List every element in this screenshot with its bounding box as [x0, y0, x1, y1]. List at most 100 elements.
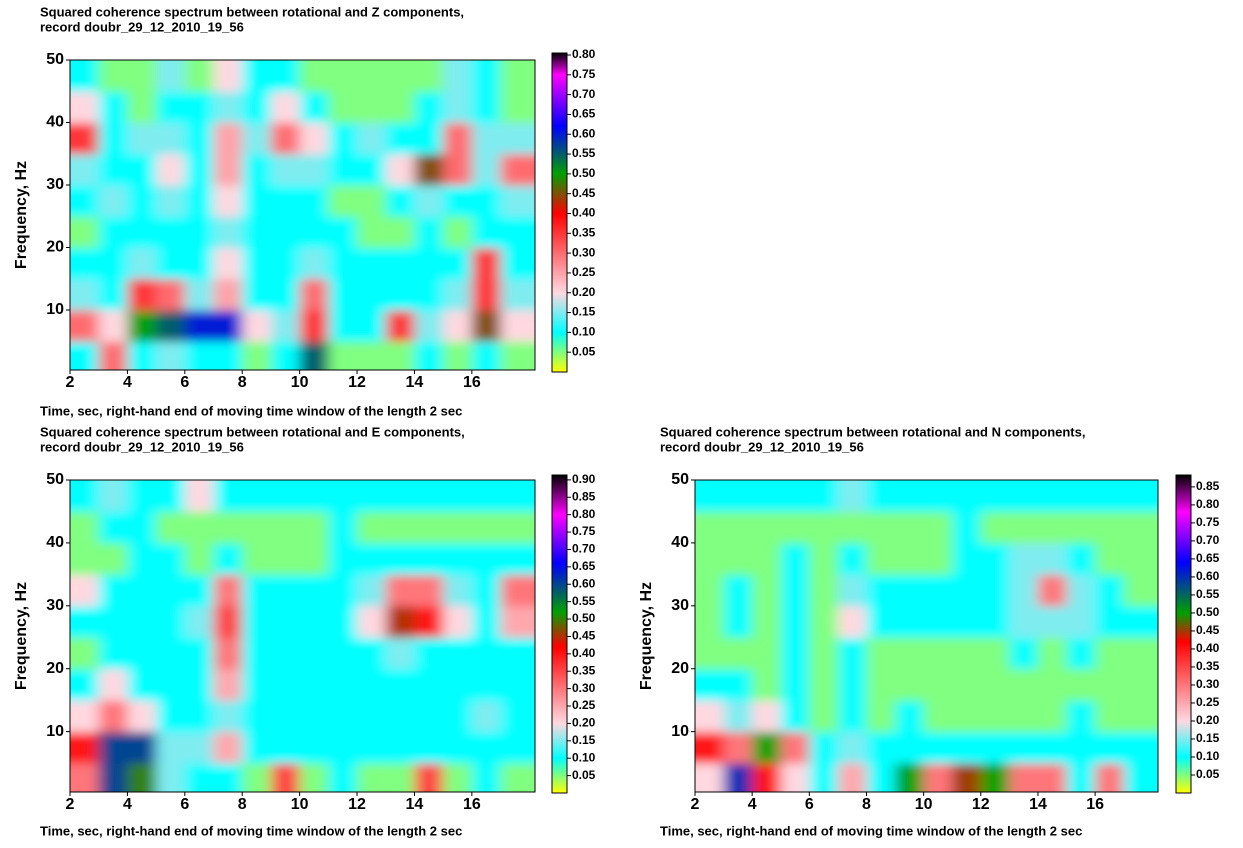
colorbar-tick-label: 0.35	[1196, 659, 1220, 673]
heatmap-cell	[981, 460, 1010, 512]
heatmap-cell	[214, 574, 243, 606]
heatmap-cell	[300, 216, 329, 248]
heatmap-cell	[895, 460, 924, 512]
chart-subtitle: record doubr_29_12_2010_19_56	[660, 439, 864, 454]
heatmap-cell	[214, 606, 243, 638]
x-tick-label: 2	[66, 374, 75, 391]
heatmap-cell	[414, 732, 443, 764]
x-tick-label: 10	[915, 796, 933, 813]
heatmap-cell	[924, 669, 953, 701]
heatmap-cell	[501, 248, 550, 280]
heatmap-cell	[242, 669, 271, 701]
heatmap-cell	[185, 279, 214, 311]
heatmap-cell	[781, 700, 810, 732]
colorbar-tick-label: 0.40	[572, 646, 596, 660]
heatmap-cell	[127, 91, 156, 123]
heatmap-cell	[1067, 637, 1096, 669]
heatmap-cell	[501, 40, 550, 92]
heatmap-cell	[127, 40, 156, 92]
heatmap-cell	[809, 543, 838, 575]
heatmap-cell	[242, 216, 271, 248]
heatmap-cell	[99, 732, 128, 764]
colorbar-tick-label: 0.25	[572, 265, 596, 279]
heatmap-cell	[156, 40, 185, 92]
x-tick-label: 2	[691, 796, 700, 813]
heatmap-cell	[127, 637, 156, 669]
heatmap-cell	[443, 606, 472, 638]
heatmap-cell	[185, 732, 214, 764]
heatmap-cell	[809, 732, 838, 764]
heatmap-cell	[99, 154, 128, 186]
colorbar-tick-label: 0.70	[572, 542, 596, 556]
heatmap-cell	[214, 637, 243, 669]
colorbar-tick-label: 0.45	[572, 186, 596, 200]
heatmap-cell	[952, 543, 981, 575]
heatmap-cell	[924, 732, 953, 764]
heatmap-cell	[781, 669, 810, 701]
heatmap-cell	[1067, 543, 1096, 575]
heatmap-cell	[414, 216, 443, 248]
heatmap-cell	[300, 279, 329, 311]
heatmap-cell	[185, 606, 214, 638]
heatmap-cell	[386, 511, 415, 543]
heatmap-cell	[127, 279, 156, 311]
colorbar	[552, 53, 567, 372]
heatmap-cell	[242, 574, 271, 606]
heatmap-cell	[386, 279, 415, 311]
x-tick-label: 12	[348, 374, 366, 391]
heatmap-cell	[981, 606, 1010, 638]
colorbar-tick-label: 0.60	[1196, 569, 1220, 583]
heatmap-cell	[781, 732, 810, 764]
heatmap-cell	[185, 310, 214, 342]
heatmap-cell	[99, 185, 128, 217]
heatmap-cell	[414, 460, 443, 512]
heatmap-cell	[386, 248, 415, 280]
heatmap-cell	[838, 606, 867, 638]
colorbar-tick-label: 0.85	[1196, 479, 1220, 493]
x-tick-label: 4	[748, 796, 757, 813]
heatmap-cell	[752, 460, 781, 512]
heatmap-cell	[300, 123, 329, 155]
x-tick-label: 10	[291, 374, 309, 391]
heatmap-cell	[501, 574, 550, 606]
heatmap-cell	[472, 669, 501, 701]
x-axis-label: Time, sec, right-hand end of moving time…	[40, 403, 462, 418]
heatmap-cell	[809, 606, 838, 638]
heatmap-cell	[357, 216, 386, 248]
heatmap-cell	[952, 700, 981, 732]
heatmap-cell	[866, 637, 895, 669]
heatmap-cell	[99, 669, 128, 701]
heatmap-cell	[185, 669, 214, 701]
heatmap-cell	[357, 732, 386, 764]
heatmap-cell	[242, 279, 271, 311]
heatmap-cell	[156, 574, 185, 606]
colorbar-tick-label: 0.35	[572, 225, 596, 239]
heatmap-cell	[156, 310, 185, 342]
heatmap-cell	[1038, 460, 1067, 512]
heatmap-cell	[386, 732, 415, 764]
heatmap-cell	[242, 40, 271, 92]
colorbar-tick-label: 0.20	[1196, 713, 1220, 727]
heatmap-cell	[752, 511, 781, 543]
heatmap-cell	[357, 279, 386, 311]
colorbar-tick-label: 0.60	[572, 126, 596, 140]
heatmap-cell	[838, 511, 867, 543]
heatmap-cell	[214, 91, 243, 123]
chart-title: Squared coherence spectrum between rotat…	[40, 4, 464, 19]
heatmap-cell	[242, 310, 271, 342]
x-tick-label: 8	[238, 796, 247, 813]
colorbar	[1176, 475, 1191, 793]
heatmap-cell	[443, 637, 472, 669]
heatmap-cell	[156, 279, 185, 311]
heatmap-cell	[414, 91, 443, 123]
heatmap-cell	[414, 606, 443, 638]
heatmap-cell	[242, 511, 271, 543]
heatmap-cell	[1038, 574, 1067, 606]
heatmap-cell	[214, 279, 243, 311]
heatmap-cell	[357, 40, 386, 92]
heatmap-cell	[156, 637, 185, 669]
heatmap-cell	[781, 543, 810, 575]
heatmap-cell	[472, 91, 501, 123]
heatmap-cell	[781, 460, 810, 512]
heatmap-cell	[472, 185, 501, 217]
